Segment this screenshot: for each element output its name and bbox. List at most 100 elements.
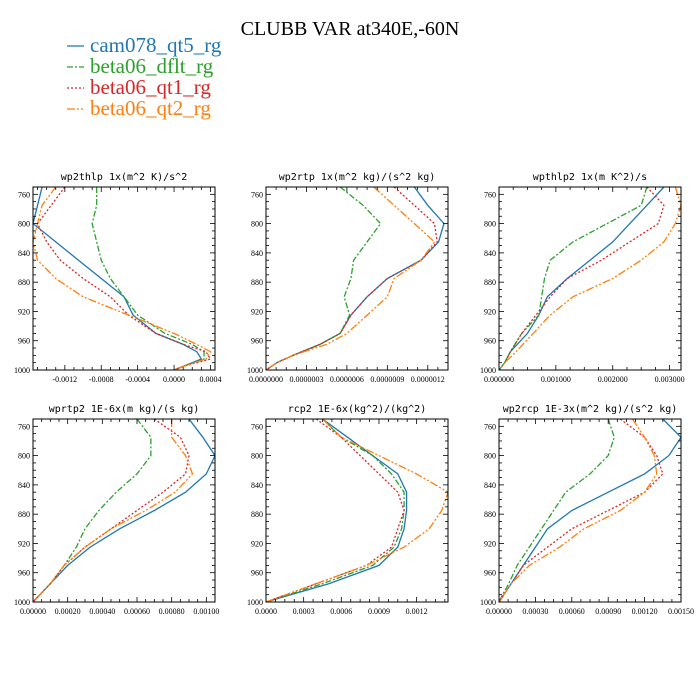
y-tick-label: 760 <box>18 422 30 431</box>
panel-6: wp2rcp 1E-3x(m^2 kg)/(s^2 kg) 760 800 840 88… <box>480 404 694 616</box>
y-tick-label: 880 <box>18 278 30 287</box>
y-tick-label: 1000 <box>14 598 30 607</box>
y-tick-label: 960 <box>18 569 30 578</box>
x-tick-label: 0.0000009 <box>370 375 404 384</box>
series-line-cam078_qt5_rg <box>266 419 408 602</box>
y-tick-label: 920 <box>18 307 30 316</box>
x-tick-label: 0.0000 <box>255 607 277 616</box>
plot-frame <box>32 418 216 603</box>
x-tick-label: 0.00040 <box>89 607 115 616</box>
series-line-beta06_qt1_rg <box>33 419 190 602</box>
x-tick-label: 0.00030 <box>522 607 548 616</box>
y-tick-label: 960 <box>251 569 263 578</box>
x-tick-label: 0.00080 <box>159 607 185 616</box>
x-tick-label: 0.0009 <box>368 607 390 616</box>
series-line-cam078_qt5_rg <box>499 419 681 602</box>
y-tick-label: 880 <box>251 278 263 287</box>
series-line-beta06_dflt_rg <box>499 419 615 602</box>
series-line-beta06_qt2_rg <box>266 187 436 370</box>
series-line-beta06_qt1_rg <box>36 187 212 370</box>
y-tick-label: 880 <box>484 278 496 287</box>
plot-frame <box>498 186 682 371</box>
y-tick-label: 840 <box>251 249 263 258</box>
x-tick-label: 0.0003 <box>293 607 315 616</box>
x-tick-label: 0.003000 <box>655 375 685 384</box>
x-tick-label: 0.00150 <box>668 607 694 616</box>
x-tick-label: 0.0000 <box>163 375 185 384</box>
y-tick-label: 880 <box>484 510 496 519</box>
figure-title: CLUBB VAR at340E,-60N <box>241 18 460 40</box>
series-line-beta06_qt2_rg <box>33 419 194 602</box>
legend-entry: beta06_dflt_rg <box>67 54 214 78</box>
x-tick-label: 0.0012 <box>406 607 428 616</box>
x-tick-label: -0.0008 <box>89 375 114 384</box>
panel-title: wp2rcp 1E-3x(m^2 kg)/(s^2 kg) <box>503 404 678 415</box>
y-tick-label: 760 <box>484 190 496 199</box>
y-tick-label: 960 <box>18 337 30 346</box>
panel-3: wpthlp2 1x(m K^2)/s 760 800 840 880 920 960 100… <box>480 172 685 384</box>
x-tick-label: 0.00060 <box>124 607 150 616</box>
panels: wp2thlp 1x(m^2 K)/s^2 760 800 840 880 920 960 1… <box>14 172 694 616</box>
y-tick-label: 960 <box>484 337 496 346</box>
y-tick-label: 880 <box>251 510 263 519</box>
series-line-beta06_qt1_rg <box>266 419 405 602</box>
x-tick-label: 0.00120 <box>632 607 658 616</box>
y-tick-label: 840 <box>251 481 263 490</box>
plot-frame <box>265 418 449 603</box>
series-line-beta06_qt2_rg <box>33 187 212 370</box>
y-tick-label: 800 <box>251 220 263 229</box>
panel-4: wprtp2 1E-6x(m kg)/(s kg) 760 800 840 880 920… <box>14 404 219 616</box>
y-tick-label: 920 <box>484 539 496 548</box>
y-tick-label: 1000 <box>14 366 30 375</box>
panel-5: rcp2 1E-6x(kg^2)/(kg^2) 760 800 840 880 920 96… <box>247 404 449 616</box>
y-tick-label: 1000 <box>480 598 496 607</box>
series-line-beta06_dflt_rg <box>266 187 382 370</box>
x-tick-label: 0.001000 <box>541 375 571 384</box>
series-line-beta06_dflt_rg <box>33 419 152 602</box>
x-tick-label: 0.00000 <box>20 607 46 616</box>
series-line-beta06_qt1_rg <box>499 187 665 370</box>
y-tick-label: 960 <box>251 337 263 346</box>
y-tick-label: 1000 <box>247 598 263 607</box>
panel-1: wp2thlp 1x(m^2 K)/s^2 760 800 840 880 920 960 1… <box>14 172 221 384</box>
x-tick-label: -0.0012 <box>53 375 78 384</box>
panel-title: wp2rtp 1x(m^2 kg)/(s^2 kg) <box>279 172 436 183</box>
x-tick-label: 0.0006 <box>330 607 352 616</box>
panel-title: wpthlp2 1x(m K^2)/s <box>533 172 647 183</box>
x-tick-label: 0.00000 <box>486 607 512 616</box>
x-tick-label: 0.002000 <box>598 375 628 384</box>
panel-title: rcp2 1E-6x(kg^2)/(kg^2) <box>288 404 426 415</box>
y-tick-label: 840 <box>18 481 30 490</box>
y-tick-label: 800 <box>18 452 30 461</box>
y-tick-label: 760 <box>251 422 263 431</box>
y-tick-label: 920 <box>251 539 263 548</box>
y-tick-label: 840 <box>484 481 496 490</box>
panel-2: wp2rtp 1x(m^2 kg)/(s^2 kg) 760 800 840 880 92… <box>247 172 449 384</box>
x-tick-label: 0.0000000 <box>249 375 283 384</box>
y-tick-label: 840 <box>18 249 30 258</box>
x-tick-label: 0.00060 <box>559 607 585 616</box>
y-tick-label: 800 <box>484 220 496 229</box>
x-tick-label: 0.00100 <box>193 607 219 616</box>
series-line-beta06_dflt_rg <box>91 187 205 370</box>
x-tick-label: 0.0000006 <box>330 375 364 384</box>
series-line-beta06_qt1_rg <box>499 419 664 602</box>
y-tick-label: 1000 <box>247 366 263 375</box>
y-tick-label: 760 <box>18 190 30 199</box>
series-line-beta06_qt2_rg <box>266 419 448 602</box>
legend-label: beta06_dflt_rg <box>90 54 214 78</box>
x-tick-label: 0.0000003 <box>289 375 323 384</box>
x-tick-label: 0.00020 <box>55 607 81 616</box>
legend-label: beta06_qt1_rg <box>90 75 211 99</box>
y-tick-label: 800 <box>18 220 30 229</box>
series-line-beta06_qt2_rg <box>499 419 658 602</box>
y-tick-label: 920 <box>251 307 263 316</box>
x-tick-label: 0.0000012 <box>411 375 445 384</box>
y-tick-label: 840 <box>484 249 496 258</box>
series-line-cam078_qt5_rg <box>33 187 203 370</box>
y-tick-label: 800 <box>251 452 263 461</box>
panel-title: wprtp2 1E-6x(m kg)/(s kg) <box>49 404 200 415</box>
x-tick-label: 0.00090 <box>595 607 621 616</box>
x-tick-label: 0.0004 <box>199 375 221 384</box>
